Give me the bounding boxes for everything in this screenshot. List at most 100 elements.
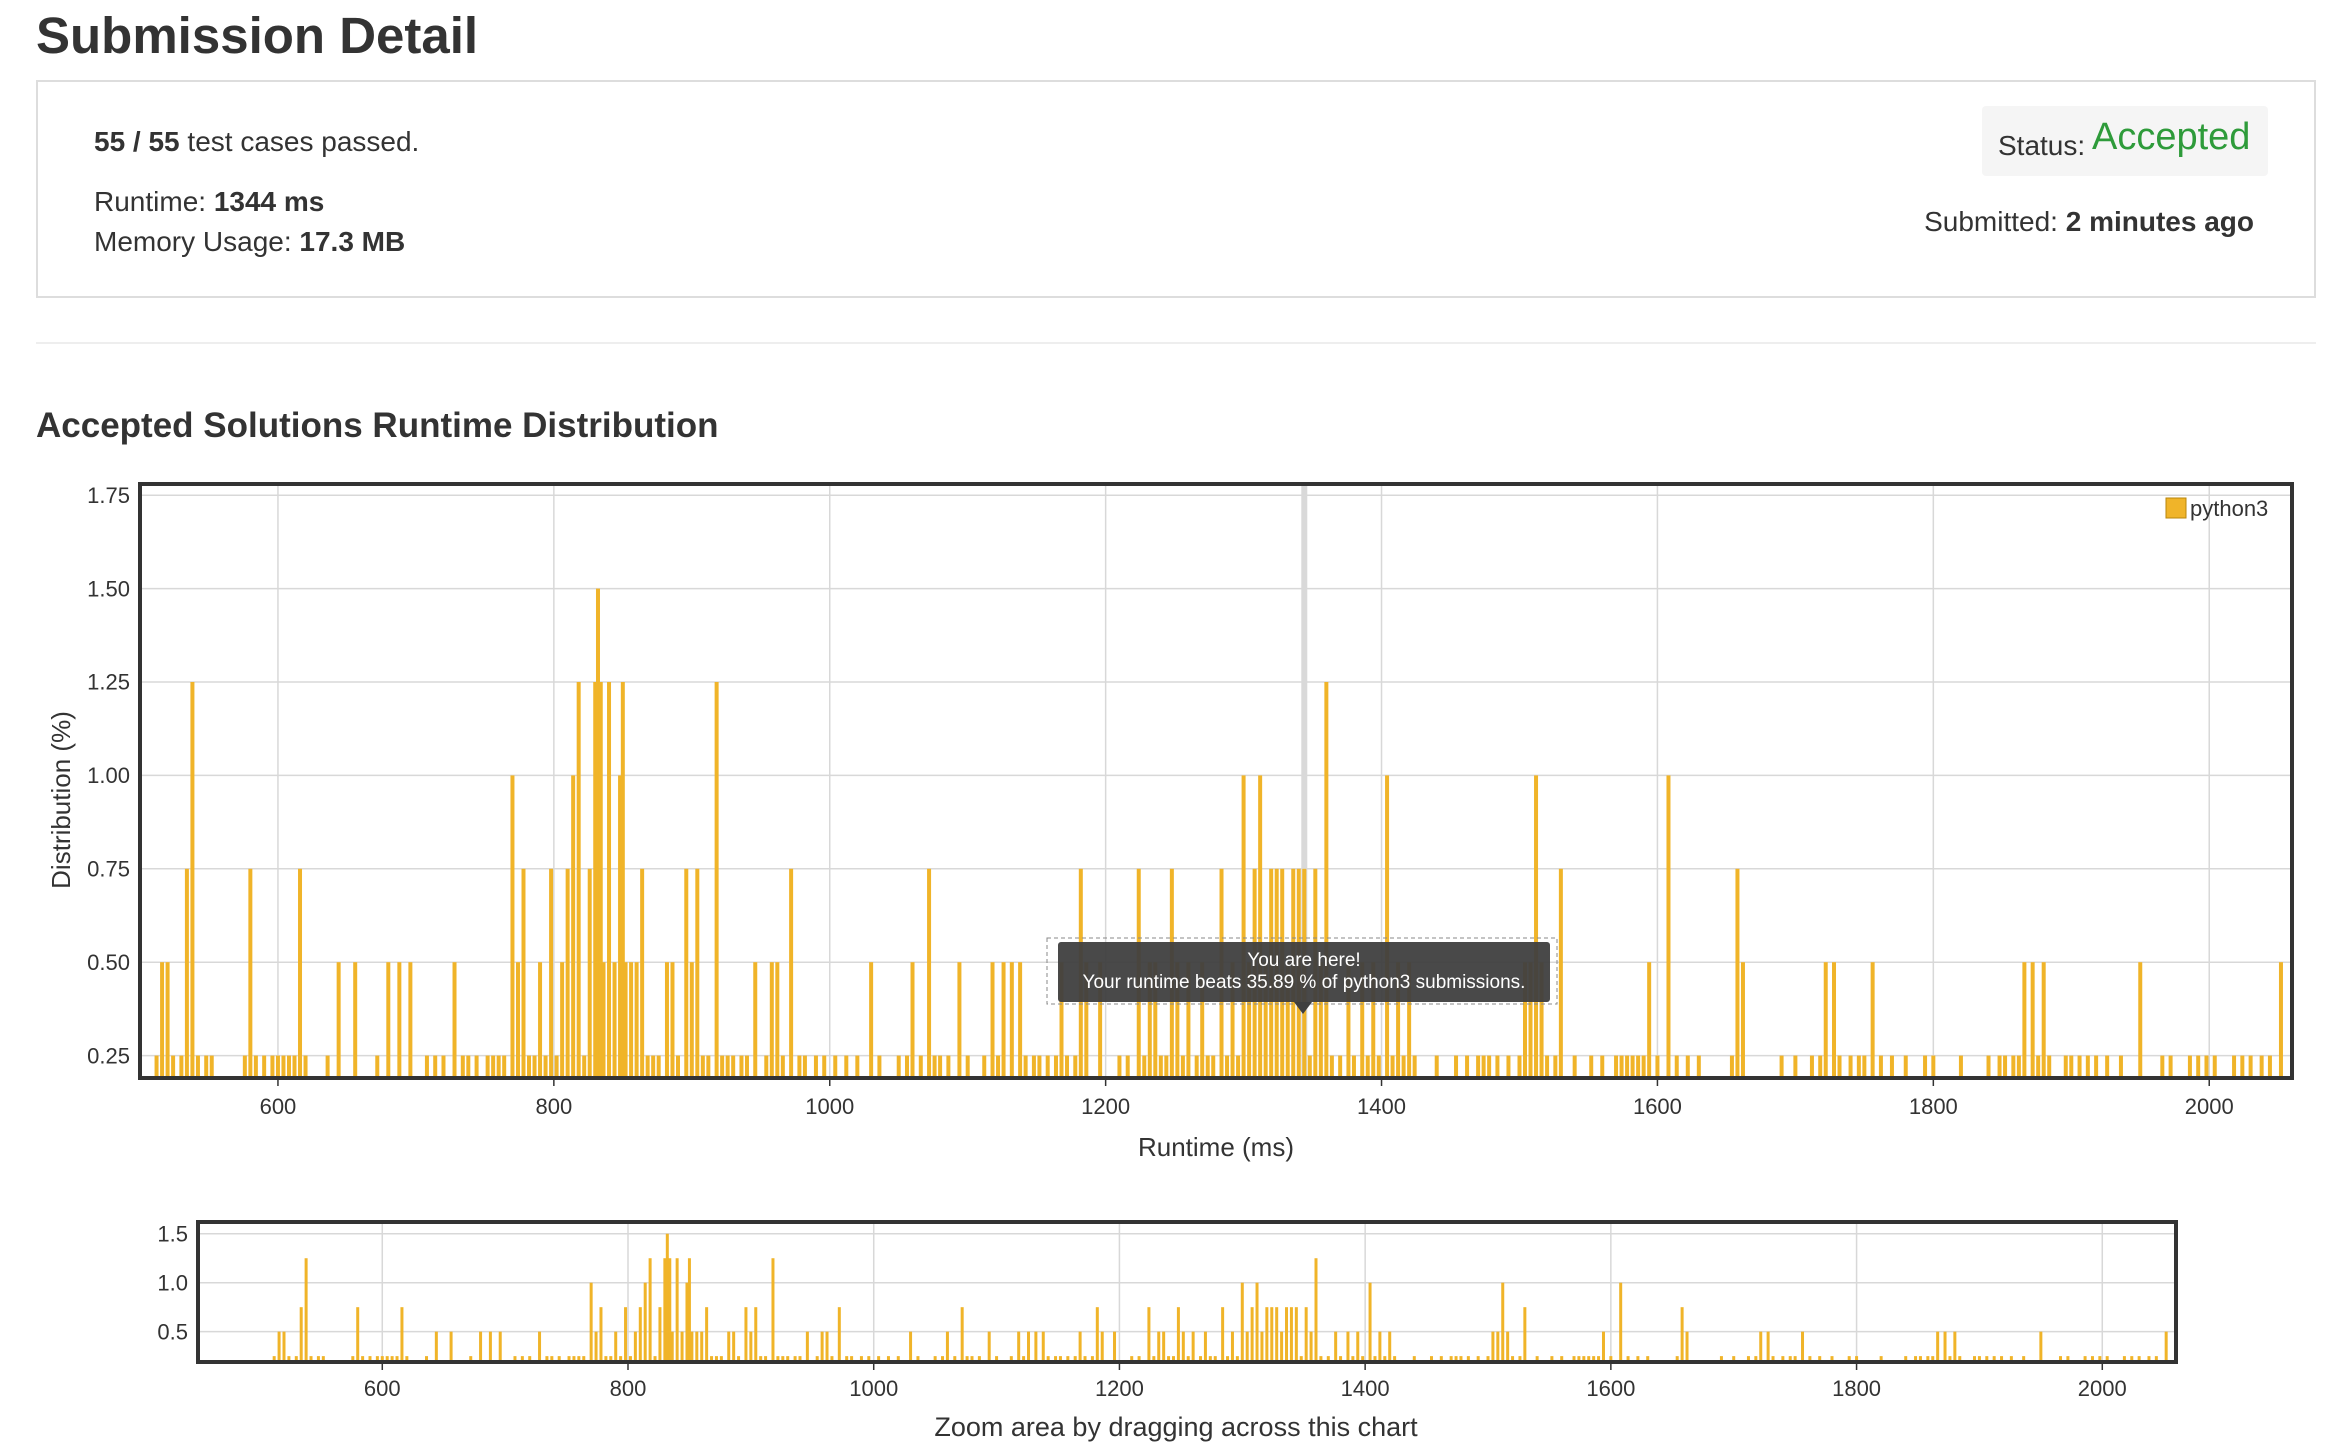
main-bar — [664, 962, 669, 1078]
nav-bar — [1506, 1331, 1510, 1362]
status-accepted-link[interactable]: Accepted — [2092, 116, 2251, 158]
nav-bar — [1339, 1356, 1343, 1362]
nav-bar — [1260, 1331, 1264, 1362]
nav-bar — [2083, 1356, 2087, 1362]
main-bar — [303, 1055, 308, 1078]
main-bar — [1837, 1055, 1842, 1078]
nav-bar — [1181, 1331, 1185, 1362]
nav-bar — [1176, 1307, 1180, 1362]
main-bar — [1986, 1055, 1991, 1078]
main-bar — [656, 1055, 661, 1078]
nav-bar — [2105, 1356, 2109, 1362]
nav-bar — [520, 1356, 524, 1362]
nav-bar — [909, 1331, 913, 1362]
main-bar — [910, 962, 915, 1078]
main-bar — [1401, 1055, 1406, 1078]
main-bar — [1481, 1055, 1486, 1078]
nav-bar — [1953, 1331, 1957, 1362]
nav-bar — [294, 1356, 298, 1362]
nav-bar — [1855, 1356, 1859, 1362]
main-bar — [2267, 1055, 2272, 1078]
nav-bar — [668, 1258, 672, 1362]
nav-bar — [582, 1356, 586, 1362]
main-bar — [1318, 962, 1323, 1078]
nav-bar — [1879, 1356, 1883, 1362]
navigator-plot-border[interactable] — [196, 1220, 2178, 1364]
main-x-tick-label: 600 — [260, 1094, 297, 1119]
main-bar — [386, 962, 391, 1078]
main-bar — [375, 1055, 380, 1078]
main-bar — [2022, 962, 2027, 1078]
nav-bar — [2154, 1356, 2158, 1362]
main-bar — [1194, 1055, 1199, 1078]
nav-bar — [786, 1356, 790, 1362]
nav-bar — [1830, 1356, 1834, 1362]
main-y-tick-label: 1.75 — [87, 483, 130, 508]
nav-bar — [737, 1356, 741, 1362]
main-bar — [1523, 962, 1528, 1078]
main-bar — [576, 682, 581, 1078]
nav-bar — [732, 1331, 736, 1362]
main-bar — [1142, 1055, 1147, 1078]
your-runtime-marker — [1301, 484, 1308, 1078]
main-bar — [1619, 1055, 1624, 1078]
nav-x-tick-label: 1000 — [849, 1376, 898, 1401]
main-bar — [2138, 962, 2143, 1078]
nav-bar — [1186, 1356, 1190, 1362]
main-bar — [452, 962, 457, 1078]
nav-bar — [1511, 1356, 1515, 1362]
nav-bar — [1073, 1356, 1077, 1362]
nav-bar — [1054, 1356, 1058, 1362]
nav-bar — [1041, 1331, 1045, 1362]
main-bar — [1630, 1055, 1635, 1078]
nav-bar — [1771, 1356, 1775, 1362]
main-chart-grid — [140, 484, 2292, 1078]
main-bar — [2016, 1055, 2021, 1078]
nav-bar — [960, 1307, 964, 1362]
status-box: Status: Accepted — [1982, 106, 2268, 176]
main-bar — [593, 682, 598, 1078]
main-bar — [769, 962, 774, 1078]
nav-bar — [1058, 1356, 1062, 1362]
nav-bar — [1577, 1356, 1581, 1362]
nav-bar — [479, 1331, 483, 1362]
nav-bar — [545, 1356, 549, 1362]
main-bar — [1735, 868, 1740, 1078]
nav-bar — [1009, 1356, 1013, 1362]
main-bar — [927, 868, 932, 1078]
main-bar — [2240, 1055, 2245, 1078]
main-bar — [620, 682, 625, 1078]
nav-bar — [528, 1356, 532, 1362]
main-bar — [2030, 962, 2035, 1078]
main-bar — [1205, 1055, 1210, 1078]
main-bar — [670, 962, 675, 1078]
main-bar — [527, 1055, 532, 1078]
main-bar — [1117, 1055, 1122, 1078]
nav-bar — [1130, 1356, 1134, 1362]
nav-bar — [1973, 1356, 1977, 1362]
nav-bar — [1914, 1356, 1918, 1362]
main-bar — [877, 1055, 882, 1078]
nav-bar — [1781, 1356, 1785, 1362]
main-bar — [1225, 1055, 1230, 1078]
nav-bar — [1992, 1356, 1996, 1362]
nav-bar — [1459, 1356, 1463, 1362]
main-y-tick-label: 0.75 — [87, 856, 130, 881]
nav-bar — [1346, 1331, 1350, 1362]
main-bar — [607, 682, 612, 1078]
nav-bar — [995, 1356, 999, 1362]
main-bar — [1045, 1055, 1050, 1078]
main-bar — [612, 962, 617, 1078]
nav-bar — [498, 1331, 502, 1362]
nav-bar — [2164, 1331, 2168, 1362]
nav-bar — [1449, 1356, 1453, 1362]
main-bar — [460, 1055, 465, 1078]
main-bar — [1832, 962, 1837, 1078]
main-bar — [896, 1055, 901, 1078]
nav-bar — [830, 1356, 834, 1362]
nav-bar — [1793, 1356, 1797, 1362]
main-bar — [1023, 1055, 1028, 1078]
legend[interactable]: python3 — [2165, 496, 2268, 521]
main-bar — [1065, 1055, 1070, 1078]
